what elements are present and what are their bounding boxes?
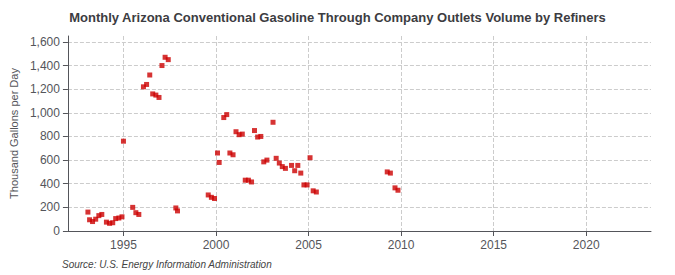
svg-text:600: 600 <box>40 153 60 167</box>
svg-text:Thousand Gallons per Day: Thousand Gallons per Day <box>8 68 20 199</box>
svg-text:1,000: 1,000 <box>30 106 60 120</box>
svg-text:2015: 2015 <box>480 238 507 252</box>
svg-text:200: 200 <box>40 200 60 214</box>
svg-text:400: 400 <box>40 177 60 191</box>
svg-text:2010: 2010 <box>388 238 415 252</box>
svg-text:Monthly Arizona Conventional G: Monthly Arizona Conventional Gasoline Th… <box>69 10 606 25</box>
svg-text:2020: 2020 <box>573 238 600 252</box>
svg-text:Source: U.S. Energy Informatio: Source: U.S. Energy Information Administ… <box>62 259 272 270</box>
svg-text:1,400: 1,400 <box>30 59 60 73</box>
svg-text:2000: 2000 <box>203 238 230 252</box>
svg-text:1,600: 1,600 <box>30 35 60 49</box>
svg-text:1,200: 1,200 <box>30 82 60 96</box>
svg-text:0: 0 <box>53 224 60 238</box>
svg-text:1995: 1995 <box>110 238 137 252</box>
svg-text:800: 800 <box>40 129 60 143</box>
svg-text:2005: 2005 <box>295 238 322 252</box>
